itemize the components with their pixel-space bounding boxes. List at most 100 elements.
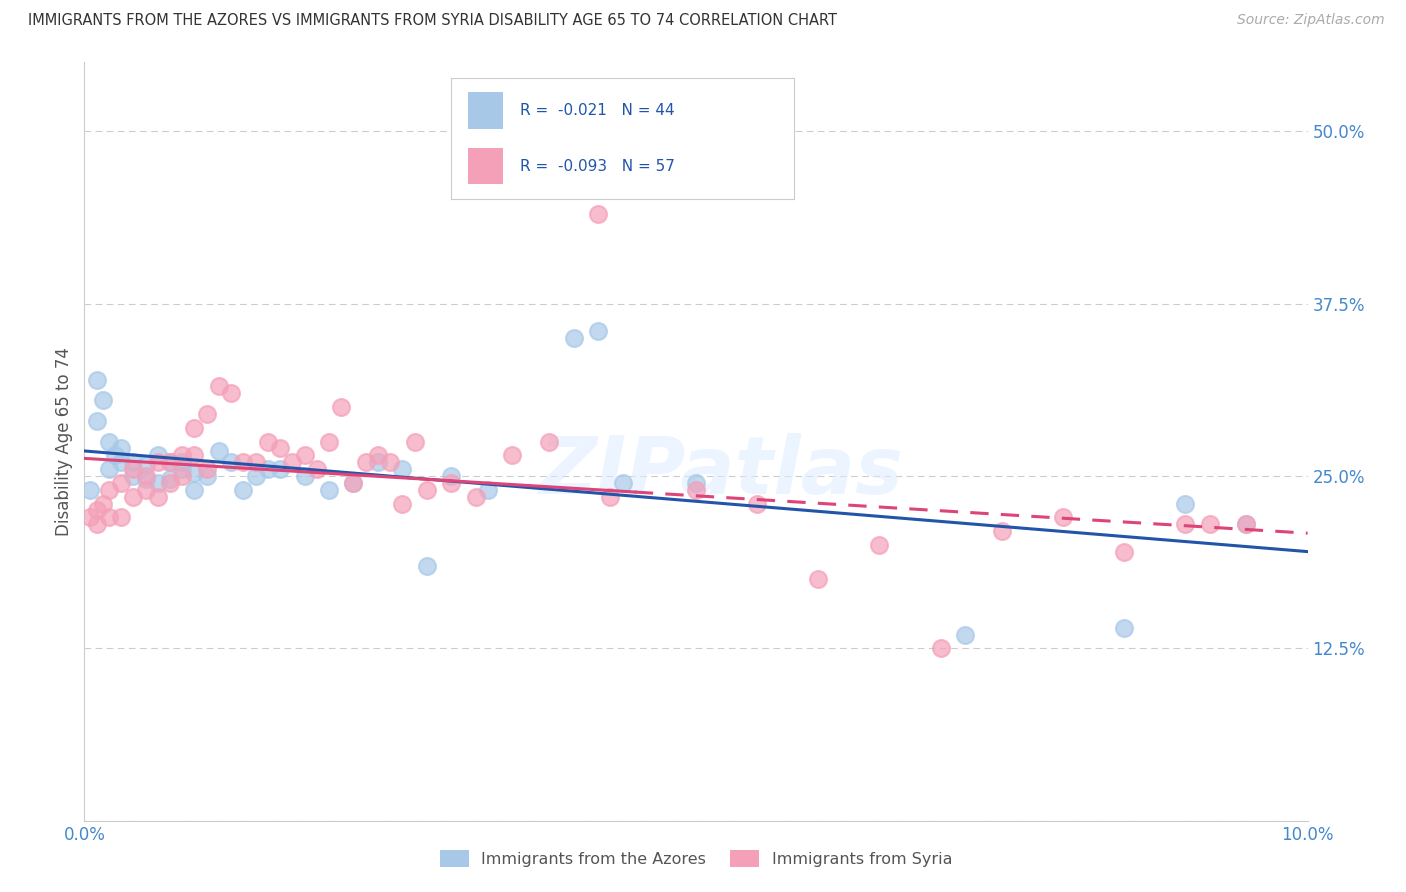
Point — [354, 455, 377, 469]
Point — [110, 455, 132, 469]
Point — [440, 469, 463, 483]
Point — [380, 455, 402, 469]
Point — [929, 641, 952, 656]
Point — [195, 462, 218, 476]
Point — [146, 475, 169, 490]
Point — [172, 469, 194, 483]
Point — [79, 483, 101, 497]
Point — [110, 442, 132, 456]
Point — [219, 455, 242, 469]
Point — [122, 490, 145, 504]
Point — [245, 469, 267, 483]
Point — [245, 455, 267, 469]
Point — [208, 444, 231, 458]
Point — [502, 448, 524, 462]
Point — [367, 455, 389, 469]
Point — [86, 414, 108, 428]
Point — [342, 475, 364, 490]
Point — [416, 558, 439, 573]
Point — [122, 455, 145, 469]
Point — [586, 324, 609, 338]
Point — [1052, 510, 1074, 524]
Point — [110, 475, 132, 490]
Point — [367, 448, 389, 462]
Point — [183, 421, 205, 435]
Point — [135, 458, 157, 472]
Point — [91, 393, 114, 408]
Point — [1174, 497, 1197, 511]
Text: IMMIGRANTS FROM THE AZORES VS IMMIGRANTS FROM SYRIA DISABILITY AGE 65 TO 74 CORR: IMMIGRANTS FROM THE AZORES VS IMMIGRANTS… — [28, 13, 837, 29]
Point — [1198, 517, 1220, 532]
Point — [97, 462, 120, 476]
Point — [159, 455, 181, 469]
Point — [294, 448, 316, 462]
Point — [305, 462, 328, 476]
Point — [159, 472, 181, 486]
Text: Source: ZipAtlas.com: Source: ZipAtlas.com — [1237, 13, 1385, 28]
Point — [269, 442, 291, 456]
Point — [195, 469, 218, 483]
Point — [391, 462, 413, 476]
Point — [172, 462, 194, 476]
Point — [86, 503, 108, 517]
Point — [1114, 545, 1136, 559]
Point — [953, 627, 976, 641]
Text: ZIPatlas: ZIPatlas — [538, 433, 903, 511]
Point — [122, 462, 145, 476]
Point — [1174, 517, 1197, 532]
Point — [135, 472, 157, 486]
Point — [146, 455, 169, 469]
Point — [97, 483, 120, 497]
Point — [86, 517, 108, 532]
Point — [294, 469, 316, 483]
Point — [97, 510, 120, 524]
Y-axis label: Disability Age 65 to 74: Disability Age 65 to 74 — [55, 347, 73, 536]
Point — [464, 490, 486, 504]
Point — [477, 483, 499, 497]
Point — [232, 483, 254, 497]
Point — [318, 483, 340, 497]
Point — [232, 455, 254, 469]
Point — [612, 475, 634, 490]
Point — [1236, 517, 1258, 532]
Point — [195, 407, 218, 421]
Point — [135, 483, 157, 497]
Point — [991, 524, 1014, 538]
Point — [1236, 517, 1258, 532]
Point — [208, 379, 231, 393]
Point — [135, 469, 157, 483]
Point — [183, 483, 205, 497]
Point — [97, 434, 120, 449]
Point — [807, 573, 830, 587]
Point — [1114, 621, 1136, 635]
Point — [146, 448, 169, 462]
Point — [159, 475, 181, 490]
Point — [562, 331, 585, 345]
Point — [404, 434, 426, 449]
Point — [183, 448, 205, 462]
Point — [159, 455, 181, 469]
Point — [257, 462, 280, 476]
Point — [685, 483, 707, 497]
Point — [869, 538, 891, 552]
Point — [79, 510, 101, 524]
Point — [172, 455, 194, 469]
Point — [538, 434, 561, 449]
Point — [91, 497, 114, 511]
Point — [685, 475, 707, 490]
Legend: Immigrants from the Azores, Immigrants from Syria: Immigrants from the Azores, Immigrants f… — [433, 843, 959, 873]
Point — [318, 434, 340, 449]
Point — [183, 467, 205, 481]
Point — [269, 462, 291, 476]
Point — [146, 490, 169, 504]
Point — [281, 455, 304, 469]
Point — [86, 372, 108, 386]
Point — [747, 497, 769, 511]
Point — [599, 490, 621, 504]
Point — [104, 448, 127, 462]
Point — [586, 207, 609, 221]
Point — [172, 448, 194, 462]
Point — [416, 483, 439, 497]
Point — [122, 469, 145, 483]
Point — [342, 475, 364, 490]
